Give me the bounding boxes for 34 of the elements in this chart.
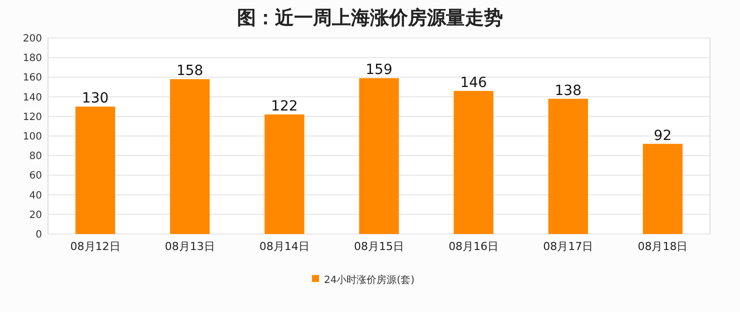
bar bbox=[359, 78, 399, 234]
x-tick-label: 08月12日 bbox=[70, 240, 120, 253]
data-label: 146 bbox=[460, 74, 488, 91]
y-tick-label: 160 bbox=[22, 72, 42, 84]
x-tick-label: 08月16日 bbox=[448, 240, 499, 253]
bar bbox=[264, 114, 304, 234]
bar bbox=[548, 98, 588, 234]
y-tick-label: 40 bbox=[29, 190, 42, 202]
y-tick-label: 180 bbox=[22, 53, 42, 64]
x-tick-label: 08月13日 bbox=[164, 240, 215, 253]
data-label: 122 bbox=[271, 98, 298, 114]
bar bbox=[642, 144, 683, 234]
x-tick-label: 08月14日 bbox=[259, 240, 310, 253]
chart-title: 图：近一周上海涨价房源量走势 bbox=[237, 7, 503, 29]
y-tick-label: 60 bbox=[29, 170, 42, 182]
data-label: 130 bbox=[82, 90, 109, 107]
y-tick-label: 200 bbox=[22, 34, 42, 44]
x-tick-label: 08月17日 bbox=[543, 240, 594, 253]
x-tick-label: 08月15日 bbox=[354, 240, 404, 253]
data-label: 138 bbox=[554, 82, 582, 99]
y-tick-label: 80 bbox=[29, 151, 42, 162]
bar bbox=[75, 106, 116, 234]
y-tick-label: 140 bbox=[22, 92, 42, 104]
data-label: 159 bbox=[366, 62, 392, 78]
y-tick-label: 0 bbox=[36, 230, 42, 240]
y-tick-label: 100 bbox=[22, 132, 42, 142]
bar bbox=[170, 79, 210, 234]
bar bbox=[454, 90, 494, 234]
x-tick-label: 08月18日 bbox=[638, 240, 688, 253]
data-label: 158 bbox=[176, 63, 204, 80]
data-label: 92 bbox=[654, 128, 672, 144]
y-tick-label: 120 bbox=[22, 112, 42, 123]
y-tick-label: 20 bbox=[29, 210, 42, 221]
legend-label: 24小时涨价房源(套) bbox=[324, 274, 415, 286]
